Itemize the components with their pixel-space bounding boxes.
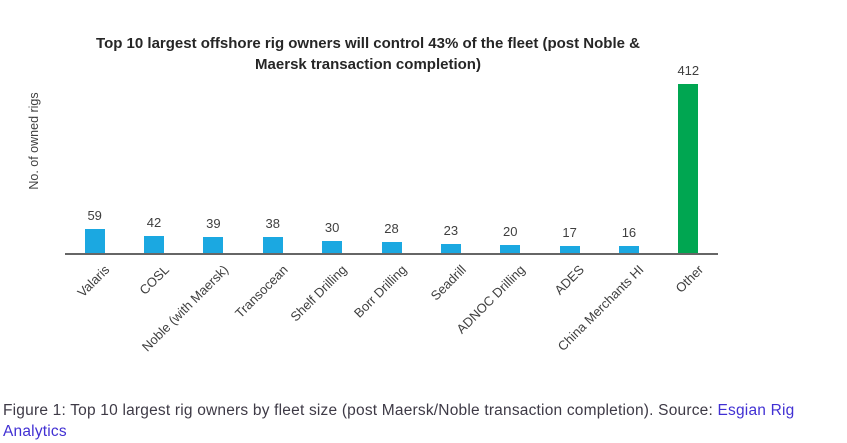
bar-value-label: 59 xyxy=(87,208,102,223)
bar-value-label: 38 xyxy=(265,216,280,231)
x-axis-label: Other xyxy=(672,262,706,296)
bar-transocean xyxy=(262,237,283,253)
bar-noble-with-maersk- xyxy=(203,237,224,253)
bar-borr-drilling xyxy=(381,242,402,253)
bar-ades xyxy=(559,246,580,253)
caption-text: Figure 1: Top 10 largest rig owners by f… xyxy=(3,402,718,419)
bar-value-label: 412 xyxy=(677,63,700,78)
bar-value-label: 16 xyxy=(621,225,637,240)
bar-shelf-drilling xyxy=(322,241,343,253)
x-axis-label: Seadrill xyxy=(427,262,469,304)
bar-other xyxy=(678,84,699,253)
x-axis-label: Valaris xyxy=(74,262,113,301)
x-axis-label: ADES xyxy=(551,262,588,298)
chart-title: Top 10 largest offshore rig owners will … xyxy=(96,35,640,73)
bar-cosl xyxy=(144,236,165,253)
bar-value-label: 17 xyxy=(562,225,577,240)
bar-valaris xyxy=(84,229,105,253)
bar-value-label: 23 xyxy=(443,223,459,238)
figure-caption: Figure 1: Top 10 largest rig owners by f… xyxy=(3,400,847,442)
plot-area: 59 42 39 38 30 28 23 20 17 16 412 xyxy=(65,0,718,255)
bar-value-label: 28 xyxy=(384,221,399,236)
x-axis-labels: Valaris COSL Noble (with Maersk) Transocean… xyxy=(65,255,718,385)
bar-seadrill xyxy=(440,244,461,253)
bar-china-merchants-hi xyxy=(618,246,639,253)
bar-value-label: 42 xyxy=(146,215,162,230)
x-axis-label: COSL xyxy=(136,262,172,298)
y-axis-label: No. of owned rigs xyxy=(27,92,41,190)
bar-value-label: 20 xyxy=(502,224,518,239)
x-axis-label: Transocean xyxy=(231,262,291,321)
bar-adnoc-drilling xyxy=(500,245,521,253)
caption-source-link[interactable]: Esgian Rig Analytics xyxy=(3,402,795,440)
figure-chart: Top 10 largest offshore rig owners will … xyxy=(27,0,718,385)
bar-value-label: 39 xyxy=(206,216,221,231)
x-axis-label: Shelf Drilling xyxy=(287,262,350,325)
x-axis-label: Borr Drilling xyxy=(350,262,410,321)
bar-value-label: 30 xyxy=(324,220,340,235)
